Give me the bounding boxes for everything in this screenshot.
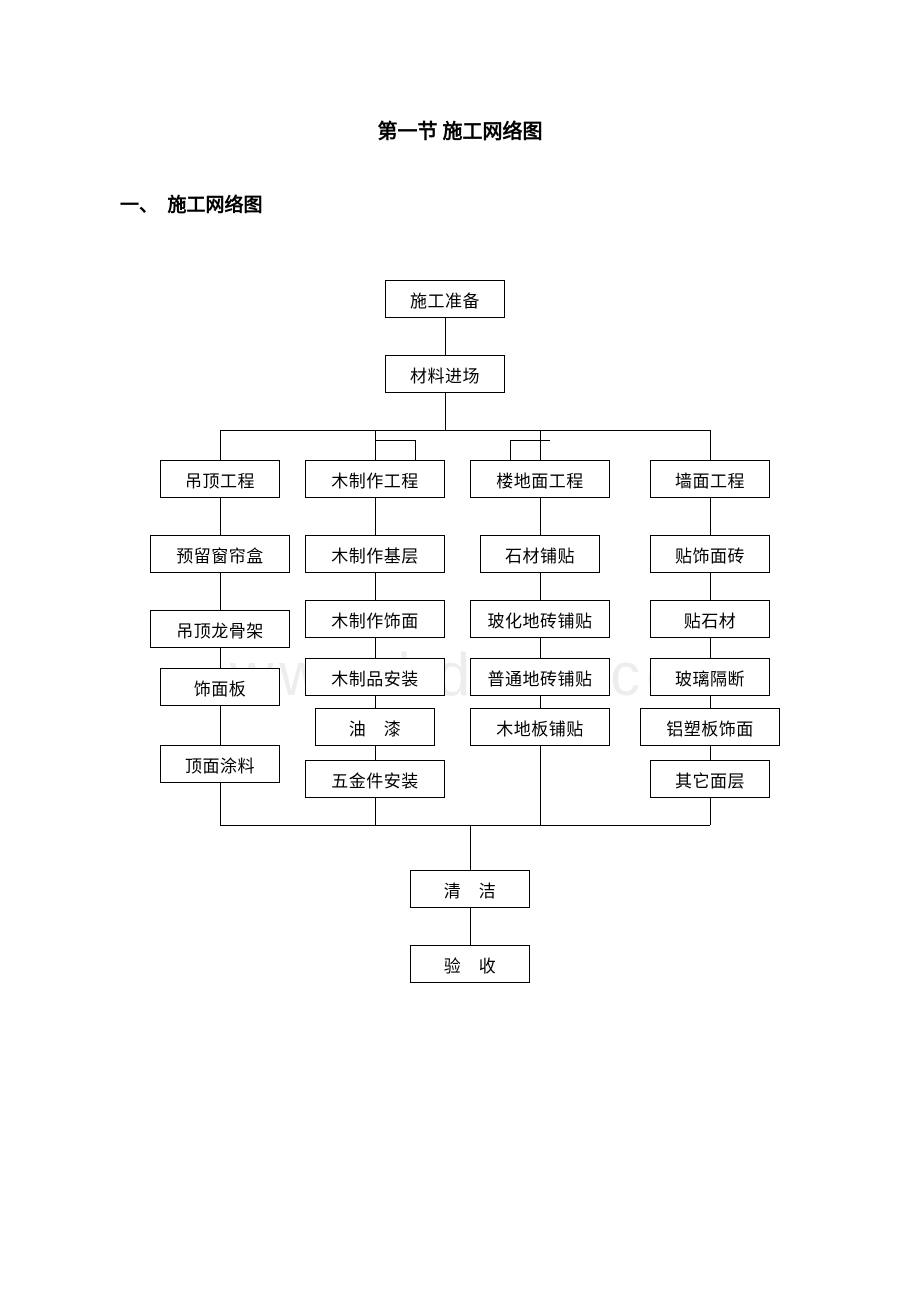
flowchart-node-col3_4: 普通地砖铺贴 bbox=[470, 658, 610, 696]
flowchart-connector bbox=[220, 498, 221, 535]
flowchart-connector bbox=[220, 648, 221, 668]
flowchart-diagram: www.bdocx.com 施工准备材料进场吊顶工程预留窗帘盒吊顶龙骨架饰面板顶… bbox=[120, 260, 800, 980]
flowchart-connector bbox=[710, 638, 711, 658]
flowchart-node-col2_2: 木制作基层 bbox=[305, 535, 445, 573]
flowchart-connector bbox=[470, 825, 471, 870]
flowchart-connector bbox=[710, 430, 711, 460]
flowchart-connector bbox=[540, 430, 541, 460]
flowchart-connector bbox=[445, 318, 446, 355]
flowchart-connector bbox=[470, 908, 471, 945]
flowchart-connector bbox=[415, 440, 416, 460]
flowchart-node-col3_3: 玻化地砖铺贴 bbox=[470, 600, 610, 638]
flowchart-node-col1_3: 吊顶龙骨架 bbox=[150, 610, 290, 648]
flowchart-node-col4_3: 贴石材 bbox=[650, 600, 770, 638]
flowchart-connector bbox=[220, 430, 710, 431]
section-header: 一、 施工网络图 bbox=[120, 190, 263, 217]
flowchart-connector bbox=[375, 638, 376, 658]
flowchart-node-col4_1: 墙面工程 bbox=[650, 460, 770, 498]
flowchart-node-col2_4: 木制品安装 bbox=[305, 658, 445, 696]
flowchart-connector bbox=[540, 696, 541, 708]
flowchart-connector bbox=[375, 696, 376, 708]
flowchart-connector bbox=[710, 573, 711, 600]
flowchart-connector bbox=[710, 798, 711, 825]
flowchart-connector bbox=[710, 746, 711, 760]
flowchart-connector bbox=[375, 746, 376, 760]
flowchart-connector bbox=[375, 573, 376, 600]
flowchart-node-col1_1: 吊顶工程 bbox=[160, 460, 280, 498]
flowchart-node-clean: 清 洁 bbox=[410, 870, 530, 908]
flowchart-node-col2_1: 木制作工程 bbox=[305, 460, 445, 498]
flowchart-connector bbox=[540, 746, 541, 825]
flowchart-node-col4_6: 其它面层 bbox=[650, 760, 770, 798]
flowchart-node-col1_5: 顶面涂料 bbox=[160, 745, 280, 783]
flowchart-node-prep: 施工准备 bbox=[385, 280, 505, 318]
flowchart-connector bbox=[220, 706, 221, 745]
flowchart-connector bbox=[375, 440, 415, 441]
flowchart-connector bbox=[540, 638, 541, 658]
flowchart-node-col2_3: 木制作饰面 bbox=[305, 600, 445, 638]
flowchart-connector bbox=[510, 440, 511, 460]
flowchart-node-col1_2: 预留窗帘盒 bbox=[150, 535, 290, 573]
flowchart-node-col3_1: 楼地面工程 bbox=[470, 460, 610, 498]
flowchart-node-col2_6: 五金件安装 bbox=[305, 760, 445, 798]
flowchart-connector bbox=[710, 696, 711, 708]
flowchart-connector bbox=[510, 440, 550, 441]
flowchart-connector bbox=[540, 573, 541, 600]
flowchart-node-col1_4: 饰面板 bbox=[160, 668, 280, 706]
flowchart-connector bbox=[220, 573, 221, 610]
flowchart-connector bbox=[710, 498, 711, 535]
flowchart-node-col4_2: 贴饰面砖 bbox=[650, 535, 770, 573]
flowchart-node-col3_2: 石材铺贴 bbox=[480, 535, 600, 573]
flowchart-connector bbox=[220, 825, 710, 826]
flowchart-node-material: 材料进场 bbox=[385, 355, 505, 393]
flowchart-connector bbox=[540, 498, 541, 535]
flowchart-connector bbox=[445, 393, 446, 430]
flowchart-node-accept: 验 收 bbox=[410, 945, 530, 983]
flowchart-connector bbox=[220, 783, 221, 825]
page-title: 第一节 施工网络图 bbox=[0, 115, 920, 144]
flowchart-node-col4_5: 铝塑板饰面 bbox=[640, 708, 780, 746]
flowchart-connector bbox=[375, 430, 376, 460]
flowchart-node-col2_5: 油 漆 bbox=[315, 708, 435, 746]
flowchart-connector bbox=[375, 498, 376, 535]
flowchart-connector bbox=[375, 798, 376, 825]
flowchart-node-col4_4: 玻璃隔断 bbox=[650, 658, 770, 696]
flowchart-connector bbox=[220, 430, 221, 460]
flowchart-node-col3_5: 木地板铺贴 bbox=[470, 708, 610, 746]
